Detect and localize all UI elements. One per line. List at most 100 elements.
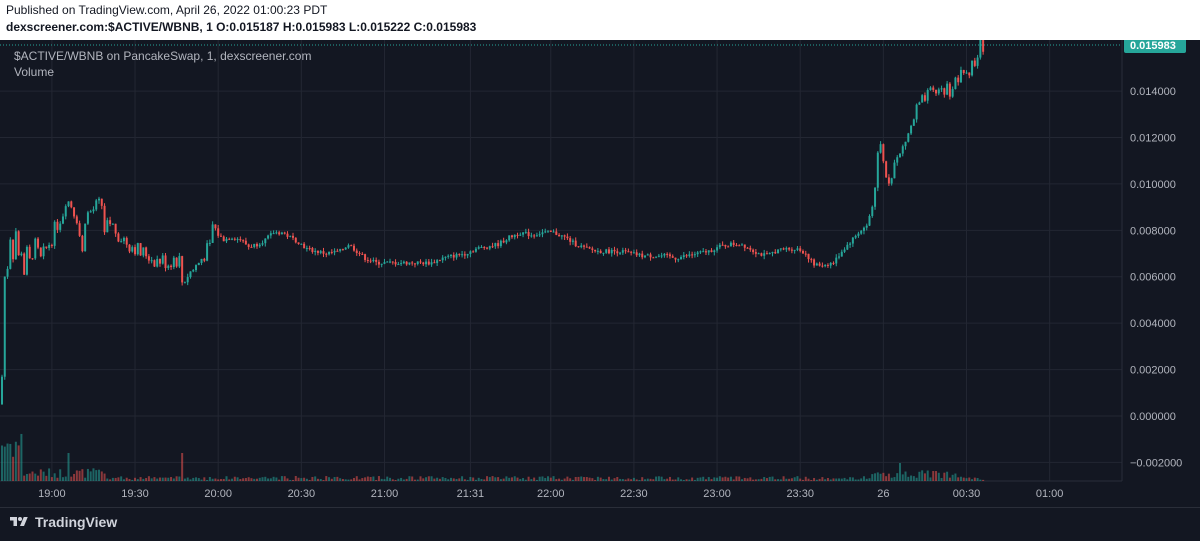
volume-bar: [524, 479, 527, 481]
volume-bar: [605, 479, 608, 481]
candle-body: [195, 265, 198, 271]
volume-bar: [549, 477, 552, 481]
candle-body: [37, 238, 40, 248]
candle-body: [971, 60, 974, 76]
volume-bar: [355, 476, 358, 481]
volume-bar: [585, 477, 588, 481]
candle-body: [793, 249, 796, 251]
candle-body: [896, 157, 899, 163]
volume-bar: [918, 471, 921, 481]
candle-body: [610, 249, 613, 254]
candle-body: [98, 198, 101, 201]
candle-body: [211, 224, 214, 243]
candle-body: [172, 257, 175, 268]
tradingview-brand[interactable]: TradingView: [8, 514, 117, 530]
candle-body: [134, 247, 137, 255]
candle-body: [887, 177, 890, 184]
candle-body: [835, 257, 838, 264]
volume-bar: [693, 479, 696, 481]
candle-body: [405, 261, 408, 265]
candle-body: [577, 246, 580, 248]
volume-bar: [621, 479, 624, 481]
volume-bar: [522, 478, 525, 481]
volume-bar: [716, 477, 719, 481]
volume-bar: [782, 476, 785, 481]
volume-bar: [544, 477, 547, 481]
volume-bar: [946, 471, 949, 481]
volume-bar: [860, 478, 863, 481]
volume-bar: [765, 478, 768, 481]
volume-bar: [48, 468, 51, 481]
candle-body: [696, 252, 699, 255]
candle-body: [20, 253, 23, 256]
volume-bar: [627, 478, 630, 481]
candle-body: [81, 235, 84, 252]
candle-body: [59, 223, 62, 230]
volume-bar: [491, 476, 494, 481]
candle-body: [278, 232, 281, 235]
volume-bar: [771, 476, 774, 481]
volume-bar: [702, 476, 705, 481]
volume-bar: [599, 477, 602, 481]
candle-body: [319, 251, 322, 253]
candle-body: [912, 119, 915, 126]
candle-body: [685, 255, 688, 257]
volume-bar: [386, 476, 389, 481]
volume-bar: [380, 478, 383, 481]
price-chart[interactable]: 0.014000 0.012000 0.010000 0.008000 0.006000…: [0, 40, 1200, 507]
candle-body: [605, 249, 608, 253]
candle-body: [25, 246, 28, 275]
volume-bar: [225, 476, 228, 481]
candle-body: [142, 247, 145, 256]
volume-bar: [541, 476, 544, 481]
candle-body: [355, 250, 358, 253]
volume-bar: [228, 479, 231, 481]
chart-area[interactable]: 0.014000 0.012000 0.010000 0.008000 0.006000…: [0, 40, 1200, 507]
volume-bar: [59, 469, 62, 481]
candle-body: [524, 231, 527, 233]
volume-bar: [294, 476, 297, 481]
candle-body: [591, 248, 594, 250]
volume-bar: [959, 476, 962, 481]
candle-body: [741, 244, 744, 246]
volume-bar: [508, 477, 511, 481]
candle-body: [84, 223, 87, 252]
volume-bar: [583, 477, 586, 481]
candle-body: [6, 268, 9, 277]
volume-bar: [912, 476, 915, 481]
candle-body: [175, 257, 178, 267]
volume-bar: [483, 479, 486, 481]
volume-bar: [962, 477, 965, 481]
chart-legend: $ACTIVE/WBNB on PancakeSwap, 1, dexscree…: [14, 48, 311, 80]
candle-body: [729, 242, 732, 247]
candle-body: [61, 216, 64, 224]
candle-body: [594, 249, 597, 252]
candle-body: [810, 259, 813, 261]
volume-bar: [979, 479, 982, 481]
volume-bar: [829, 479, 832, 481]
candle-body: [330, 251, 333, 253]
volume-bar: [150, 478, 153, 481]
candle-body: [67, 201, 70, 207]
volume-bar: [657, 476, 660, 481]
volume-bar: [303, 477, 306, 481]
candle-body: [419, 261, 422, 263]
candle-body: [871, 206, 874, 216]
volume-bar: [28, 473, 31, 481]
legend-volume: Volume: [14, 65, 55, 79]
volume-bar: [591, 478, 594, 481]
candle-body: [838, 256, 841, 258]
candle-body: [727, 246, 730, 248]
volume-bar: [455, 478, 458, 481]
volume-bar: [425, 477, 428, 481]
candle-body: [846, 244, 849, 250]
volume-bar: [61, 477, 64, 481]
candle-body: [488, 246, 491, 249]
candle-body: [70, 201, 73, 208]
candle-body: [513, 234, 516, 238]
volume-bar: [879, 473, 882, 481]
volume-bar: [921, 470, 924, 481]
candle-body: [258, 244, 261, 247]
candle-body: [982, 40, 985, 52]
candle-body: [366, 259, 369, 261]
